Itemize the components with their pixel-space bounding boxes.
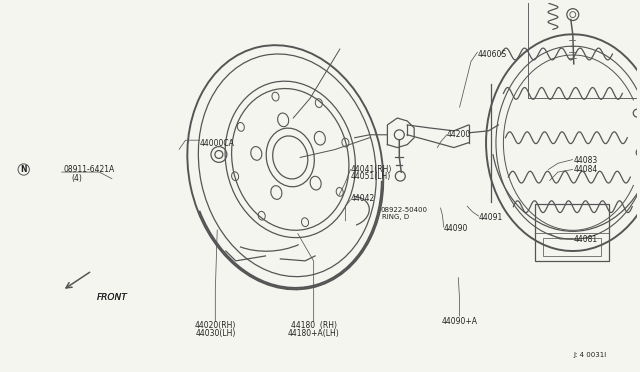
Text: 44200: 44200 — [447, 130, 471, 139]
Text: 44083: 44083 — [574, 156, 598, 165]
Text: 08911-6421A: 08911-6421A — [63, 165, 115, 174]
Text: 44081: 44081 — [574, 235, 598, 244]
Text: RING, D: RING, D — [382, 214, 410, 220]
Bar — [528, 0, 637, 98]
Text: FRONT: FRONT — [97, 293, 127, 302]
Text: 44180+A(LH): 44180+A(LH) — [288, 329, 340, 338]
Text: J: 4 0031I: J: 4 0031I — [574, 352, 607, 357]
Bar — [535, 204, 609, 261]
Text: N: N — [20, 165, 27, 174]
Text: 44030(LH): 44030(LH) — [195, 329, 236, 338]
Text: 44060S: 44060S — [477, 49, 506, 58]
Bar — [543, 238, 600, 256]
Text: FRONT: FRONT — [97, 293, 127, 302]
Text: 44084: 44084 — [574, 165, 598, 174]
Text: 44180  (RH): 44180 (RH) — [291, 321, 337, 330]
Text: 44090+A: 44090+A — [442, 317, 477, 326]
Text: 44090: 44090 — [444, 224, 468, 232]
Text: 44051(LH): 44051(LH) — [351, 172, 390, 181]
Text: 44020(RH): 44020(RH) — [195, 321, 236, 330]
Text: 44042: 44042 — [351, 194, 374, 203]
Text: (4): (4) — [71, 174, 82, 183]
Text: 44091: 44091 — [479, 213, 503, 222]
Text: 44000CA: 44000CA — [200, 140, 234, 148]
Text: 44041(RH): 44041(RH) — [351, 165, 392, 174]
Text: 08922-50400: 08922-50400 — [380, 207, 428, 213]
